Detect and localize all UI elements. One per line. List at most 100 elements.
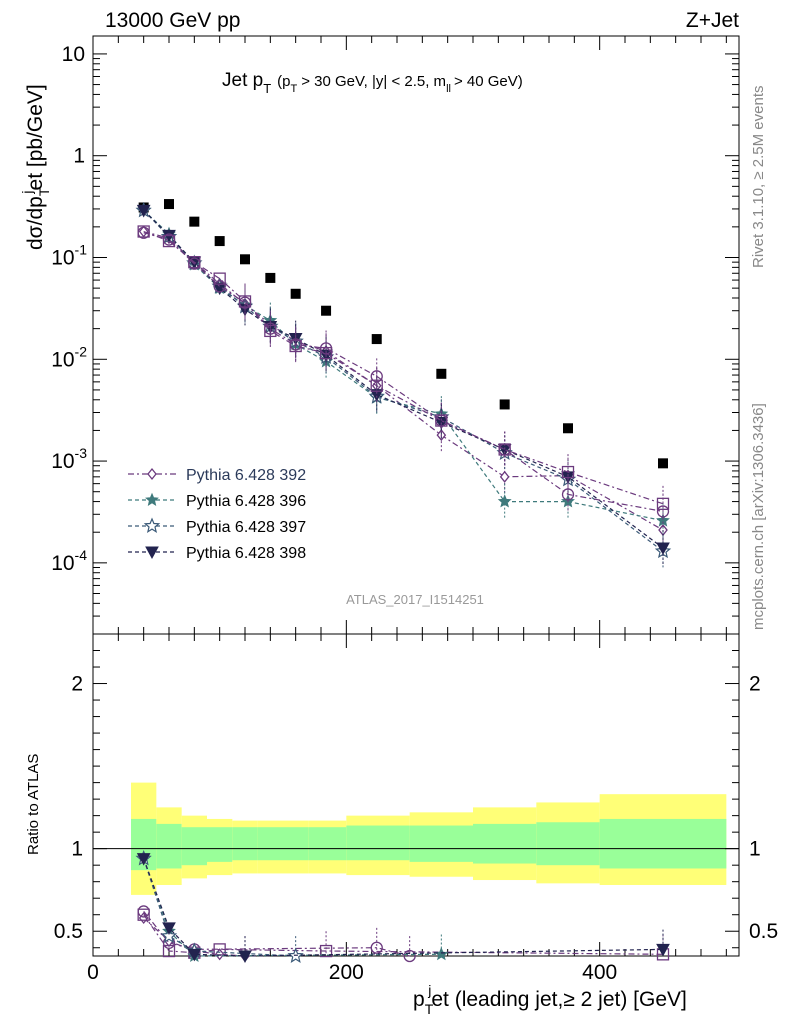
square-marker bbox=[137, 908, 150, 921]
y-tick-label: 10-2 bbox=[51, 343, 87, 371]
ratio-y-tick-label: 2 bbox=[71, 673, 83, 696]
inner-band-segment bbox=[308, 827, 347, 861]
ratio-y-tick-label-right: 2 bbox=[749, 673, 761, 696]
x-tick-label: 0 bbox=[87, 961, 99, 984]
data-marker bbox=[371, 334, 382, 345]
square-marker bbox=[656, 497, 670, 510]
x-axis-label: pTjet (leading jet,≥ 2 jet) [GeV] bbox=[413, 982, 687, 1017]
data-marker bbox=[164, 199, 174, 210]
legend-label: Pythia 6.428 397 bbox=[186, 519, 306, 536]
triangle-marker bbox=[145, 546, 159, 560]
mcplots-label: mcplots.cern.ch [arXiv:1306.3436] bbox=[750, 403, 767, 630]
ratio-y-tick-label: 0.5 bbox=[54, 920, 83, 943]
ratio-plot-frame bbox=[92, 633, 740, 957]
inner-band-segment bbox=[473, 823, 537, 864]
y-tick-label: 10 bbox=[62, 43, 85, 66]
y-tick-label: 10-3 bbox=[51, 445, 87, 473]
legend-label: Pythia 6.428 396 bbox=[186, 493, 306, 510]
ratio-series-line bbox=[143, 858, 664, 957]
square-marker bbox=[319, 346, 333, 360]
data-marker bbox=[436, 368, 447, 379]
triangle-marker bbox=[162, 922, 176, 935]
legend: Pythia 6.428 392 Pythia 6.428 396 Pythia 6… bbox=[128, 467, 306, 562]
analysis-watermark: ATLAS_2017_I1514251 bbox=[346, 592, 484, 607]
square-marker bbox=[162, 944, 176, 958]
main-y-axis-label: dσ/dpTjet [pb/GeV] bbox=[19, 84, 52, 250]
square-marker bbox=[319, 944, 333, 958]
y-tick-label: 10-4 bbox=[51, 547, 87, 575]
open-star-marker bbox=[143, 517, 161, 533]
diamond-marker bbox=[147, 467, 157, 481]
data-marker bbox=[189, 216, 200, 227]
star-marker bbox=[497, 494, 512, 508]
rivet-label: Rivet 3.1.10, ≥ 2.5M events bbox=[750, 86, 767, 269]
inner-band-segment bbox=[346, 825, 410, 861]
legend-entry: Pythia 6.428 397 bbox=[128, 517, 306, 536]
data-marker bbox=[290, 288, 301, 299]
triangle-marker bbox=[136, 204, 151, 218]
data-marker bbox=[265, 272, 276, 283]
circle-marker bbox=[370, 370, 383, 383]
header-left: 13000 GeV pp bbox=[105, 9, 240, 32]
legend-label: Pythia 6.428 398 bbox=[186, 545, 306, 562]
legend-entry: Pythia 6.428 396 bbox=[128, 492, 306, 510]
ratio-y-tick-label-right: 1 bbox=[749, 838, 761, 861]
ratio-data-series bbox=[135, 850, 670, 964]
inner-band-segment bbox=[232, 827, 258, 861]
inner-band-segment bbox=[257, 827, 283, 861]
open-star-marker bbox=[160, 927, 178, 944]
square-marker bbox=[238, 295, 252, 308]
square-marker bbox=[435, 414, 448, 427]
ratio-series-pythia-6-428-398 bbox=[136, 853, 670, 964]
inner-band-segment bbox=[283, 827, 309, 861]
circle-marker bbox=[213, 280, 226, 293]
circle-marker bbox=[370, 941, 383, 954]
inner-band-segment bbox=[599, 818, 727, 869]
diamond-marker bbox=[499, 470, 510, 483]
star-marker bbox=[145, 492, 159, 506]
inner-band-segment bbox=[207, 827, 233, 862]
main-data-series bbox=[135, 199, 672, 570]
data-marker bbox=[240, 254, 250, 265]
y-tick-label: 1 bbox=[73, 145, 85, 168]
y-tick-label: 10-1 bbox=[51, 241, 87, 269]
data-marker bbox=[214, 236, 225, 247]
square-marker bbox=[188, 256, 201, 269]
square-marker bbox=[561, 465, 575, 479]
ratio-y-tick-label: 1 bbox=[71, 838, 83, 861]
square-marker bbox=[370, 379, 383, 392]
data-marker bbox=[563, 423, 573, 434]
ratio-y-tick-label-right: 0.5 bbox=[749, 920, 778, 943]
legend-entry: Pythia 6.428 398 bbox=[128, 545, 306, 562]
data-marker bbox=[321, 305, 332, 316]
inner-band-segment bbox=[409, 825, 473, 862]
inner-band-segment bbox=[156, 823, 182, 869]
x-tick-label: 200 bbox=[329, 961, 364, 984]
data-marker bbox=[658, 458, 668, 469]
square-marker bbox=[498, 443, 511, 456]
square-marker bbox=[162, 234, 176, 248]
header-right: Z+Jet bbox=[686, 9, 739, 32]
square-marker bbox=[264, 324, 277, 338]
ratio-series-line bbox=[143, 914, 664, 955]
inner-band-segment bbox=[536, 822, 600, 866]
circle-marker bbox=[403, 949, 416, 963]
square-marker bbox=[137, 225, 150, 238]
square-marker bbox=[289, 339, 302, 353]
inner-band-segment bbox=[181, 827, 207, 866]
triangle-marker bbox=[136, 853, 151, 866]
ratio-y-axis-label: Ratio to ATLAS bbox=[25, 754, 42, 855]
main-axis-ticks: 10-4 10-3 10-2 10-1 1 10 bbox=[51, 43, 739, 635]
triangle-marker bbox=[187, 948, 202, 962]
x-axis-ticks: 0 200 400 bbox=[87, 36, 727, 984]
circle-marker bbox=[561, 488, 575, 501]
legend-entry: Pythia 6.428 392 bbox=[128, 467, 306, 484]
triangle-marker bbox=[238, 950, 252, 964]
series-pythia-6-428-392-square- bbox=[137, 225, 670, 522]
data-marker bbox=[499, 399, 510, 410]
x-tick-label: 400 bbox=[582, 961, 617, 984]
triangle-marker bbox=[656, 943, 670, 957]
plot-title: Jet pT (pT > 30 GeV, |y| < 2.5, mll > 40 Ge… bbox=[222, 70, 523, 96]
triangle-marker bbox=[656, 542, 670, 556]
